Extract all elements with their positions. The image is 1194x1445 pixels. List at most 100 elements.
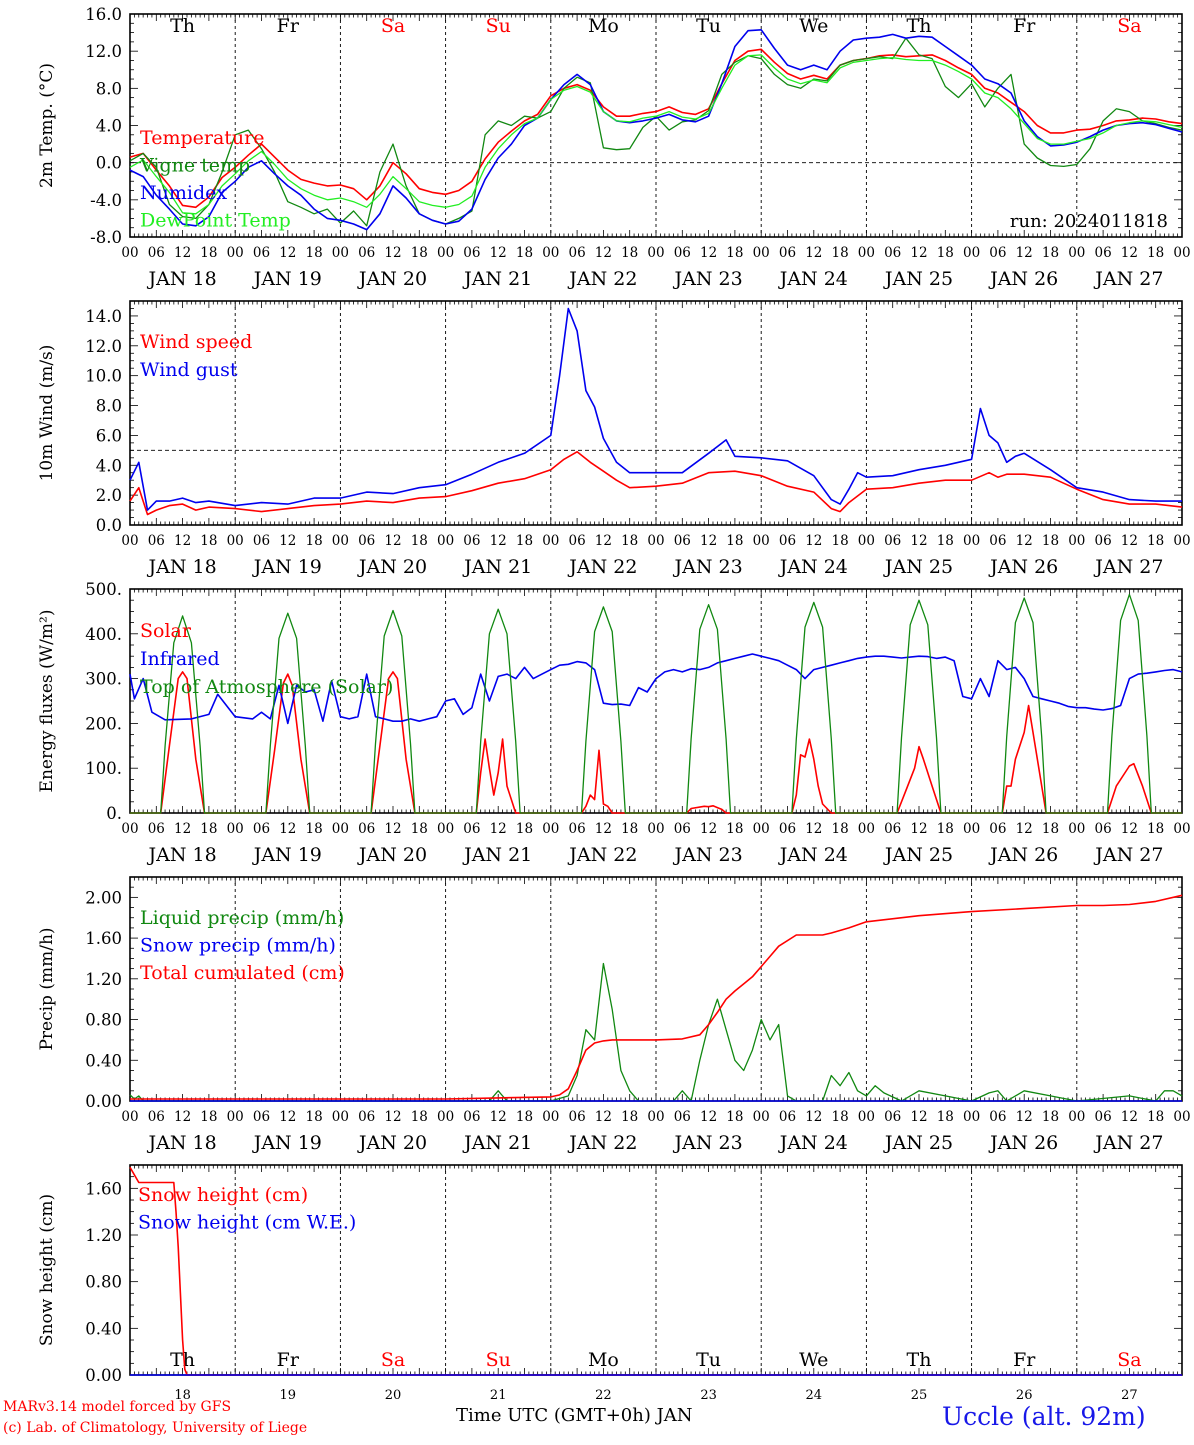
snow-weekday-label: Th [907, 1349, 932, 1371]
temp-weekday-label: Fr [1013, 15, 1036, 37]
energy-date-label: JAN 20 [357, 844, 427, 866]
wind-hour-label: 18 [937, 533, 954, 549]
energy-hour-label: 12 [805, 821, 822, 837]
snow-weekday-label: Fr [277, 1349, 300, 1371]
temp-y-tick-label: -8.0 [90, 228, 122, 247]
snow-daynum-label: 20 [385, 1388, 402, 1403]
wind-hour-label: 06 [358, 533, 375, 549]
wind-frame [129, 300, 1183, 526]
wind-hour-label: 12 [490, 533, 507, 549]
energy-hour-label: 00 [647, 821, 664, 837]
wind-hour-label: 12 [279, 533, 296, 549]
temp-weekday-label: We [799, 15, 828, 37]
precip-date-label: JAN 19 [252, 1132, 322, 1154]
precip-hour-label: 06 [569, 1109, 586, 1125]
wind-hour-label: 06 [674, 533, 691, 549]
snow-y-tick-label: 0.00 [85, 1366, 122, 1385]
energy-hour-label: 12 [174, 821, 191, 837]
energy-hour-label: 00 [1173, 821, 1190, 837]
snow-weekday-label: Sa [381, 1349, 405, 1371]
energy-date-label: JAN 26 [988, 844, 1058, 866]
energy-hour-label: 12 [910, 821, 927, 837]
wind-hour-label: 12 [910, 533, 927, 549]
wind-date-label: JAN 27 [1093, 556, 1163, 578]
wind-y-tick-label: 14.0 [85, 307, 122, 326]
wind-hour-label: 06 [989, 533, 1006, 549]
precip-hour-label: 12 [174, 1109, 191, 1125]
precip-hour-label: 06 [674, 1109, 691, 1125]
energy-hour-label: 18 [411, 821, 428, 837]
precip-legend-total-cumulated-cm: Total cumulated (cm) [140, 962, 345, 984]
snow-weekday-label: Su [486, 1349, 511, 1371]
precip-hour-label: 06 [463, 1109, 480, 1125]
precip-hour-label: 06 [1095, 1109, 1112, 1125]
wind-hour-label: 18 [516, 533, 533, 549]
energy-y-tick-label: 500. [85, 580, 122, 599]
temp-legend-numidex: Numidex [140, 182, 227, 204]
energy-hour-label: 12 [279, 821, 296, 837]
temp-legend-temperature: Temperature [140, 127, 264, 149]
wind-hour-label: 06 [884, 533, 901, 549]
energy-y-tick-label: 300. [85, 670, 122, 689]
precip-hour-label: 00 [437, 1109, 454, 1125]
snow-weekday-label: We [799, 1349, 828, 1371]
temp-hour-label: 00 [1068, 245, 1085, 261]
wind-series-wind-gust [129, 307, 1182, 511]
precip-date-label: JAN 21 [462, 1132, 532, 1154]
temp-run-label: run: 2024011818 [1010, 211, 1168, 232]
snow-weekday-label: Sa [1117, 1349, 1141, 1371]
wind-date-label: JAN 19 [252, 556, 322, 578]
temp-y-tick-label: -4.0 [90, 191, 122, 210]
energy-hour-label: 18 [1042, 821, 1059, 837]
energy-series-infrared [129, 653, 1183, 725]
energy-hour-label: 12 [490, 821, 507, 837]
temp-hour-label: 06 [358, 245, 375, 261]
wind-hour-label: 12 [384, 533, 401, 549]
snow-daynum-label: 25 [911, 1388, 928, 1403]
energy-hour-label: 00 [542, 821, 559, 837]
energy-hour-label: 06 [1095, 821, 1112, 837]
temp-hour-label: 06 [1095, 245, 1112, 261]
temp-hour-label: 12 [384, 245, 401, 261]
wind-y-tick-label: 0.0 [96, 516, 122, 535]
precip-date-label: JAN 22 [567, 1132, 637, 1154]
temp-weekday-label: Su [486, 15, 511, 37]
temp-date-label: JAN 22 [567, 268, 637, 290]
wind-hour-label: 06 [779, 533, 796, 549]
energy-hour-label: 06 [253, 821, 270, 837]
temp-hour-label: 12 [700, 245, 717, 261]
energy-panel: 0. 100. 200. 300. 400. 500. Energy fluxes (W/m… [37, 580, 1191, 866]
wind-date-label: JAN 20 [357, 556, 427, 578]
temp-hour-label: 06 [674, 245, 691, 261]
wind-legend-wind-gust: Wind gust [140, 359, 238, 381]
precip-hour-label: 12 [1016, 1109, 1033, 1125]
temp-hour-label: 00 [332, 245, 349, 261]
energy-hour-label: 12 [1121, 821, 1138, 837]
temp-date-label: JAN 25 [883, 268, 953, 290]
energy-hour-label: 06 [779, 821, 796, 837]
snow-weekday-label: Mo [588, 1349, 619, 1371]
energy-y-axis-label: Energy fluxes (W/m²) [37, 610, 57, 793]
precip-y-tick-label: 0.00 [85, 1092, 122, 1111]
precip-hour-label: 18 [726, 1109, 743, 1125]
temp-hour-label: 12 [910, 245, 927, 261]
energy-hour-label: 18 [937, 821, 954, 837]
snow-daynum-label: 21 [490, 1388, 507, 1403]
precip-hour-label: 18 [1147, 1109, 1164, 1125]
temp-y-tick-label: 16.0 [85, 5, 122, 24]
energy-hour-label: 18 [726, 821, 743, 837]
snow-daynum-label: 19 [280, 1388, 297, 1403]
snow-y-tick-label: 0.40 [85, 1319, 122, 1338]
temp-weekday-label: Tu [696, 15, 721, 37]
wind-hour-label: 06 [253, 533, 270, 549]
wind-y-tick-label: 10.0 [85, 367, 122, 386]
precip-date-label: JAN 24 [778, 1132, 848, 1154]
snow-y-tick-label: 0.80 [85, 1273, 122, 1292]
credit-line-lab: (c) Lab. of Climatology, University of L… [3, 1420, 308, 1436]
wind-legend-wind-speed: Wind speed [140, 331, 252, 353]
wind-hour-label: 06 [148, 533, 165, 549]
temp-hour-label: 18 [411, 245, 428, 261]
temp-weekday-label: Th [170, 15, 195, 37]
precip-hour-label: 00 [753, 1109, 770, 1125]
temp-hour-label: 00 [542, 245, 559, 261]
